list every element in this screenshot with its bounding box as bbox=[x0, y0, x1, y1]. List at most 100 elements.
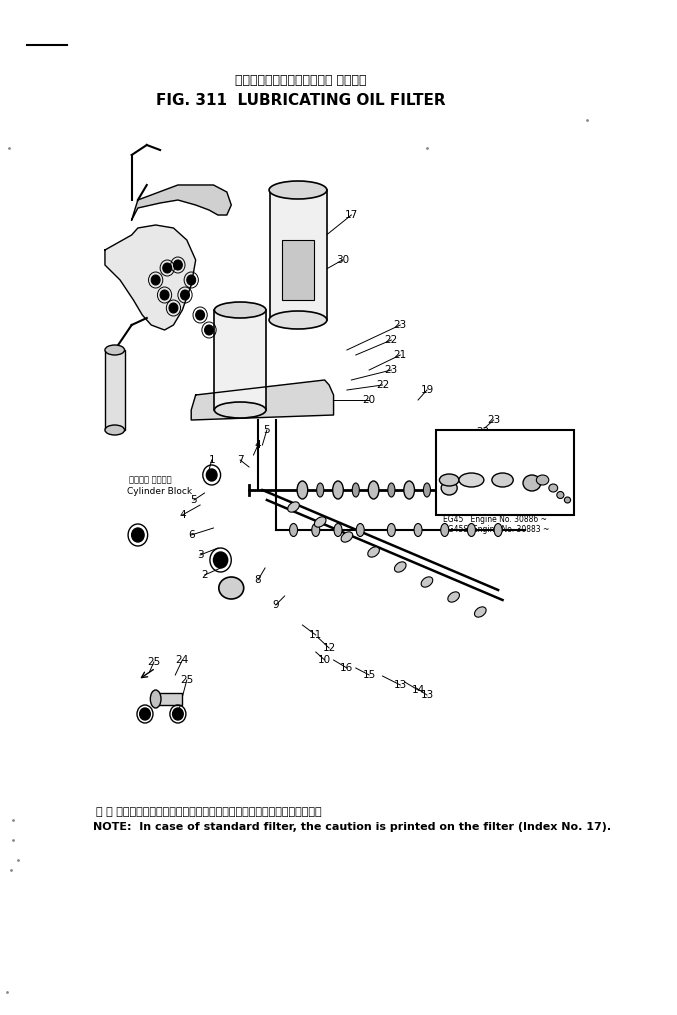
Text: EG45   Engine No. 30886 ~: EG45 Engine No. 30886 ~ bbox=[443, 516, 547, 525]
Text: EG45S  Engine No. 30883 ~: EG45S Engine No. 30883 ~ bbox=[443, 526, 549, 535]
Text: 23: 23 bbox=[385, 365, 398, 375]
Text: 26: 26 bbox=[474, 443, 487, 453]
Text: 25: 25 bbox=[180, 675, 194, 685]
Circle shape bbox=[173, 708, 183, 720]
Ellipse shape bbox=[105, 425, 125, 435]
Circle shape bbox=[206, 469, 217, 481]
Text: 22: 22 bbox=[376, 380, 389, 390]
Ellipse shape bbox=[439, 481, 450, 499]
Text: 23: 23 bbox=[393, 320, 407, 330]
Text: 13: 13 bbox=[420, 690, 433, 700]
Circle shape bbox=[181, 290, 190, 300]
Text: 12: 12 bbox=[322, 642, 336, 653]
Text: 3: 3 bbox=[197, 550, 204, 560]
Bar bbox=[156, 693, 182, 705]
Text: NOTE:  In case of standard filter, the caution is printed on the filter (Index N: NOTE: In case of standard filter, the ca… bbox=[93, 822, 611, 832]
Circle shape bbox=[175, 263, 180, 268]
Ellipse shape bbox=[549, 484, 558, 492]
Text: 25: 25 bbox=[148, 657, 160, 667]
Polygon shape bbox=[105, 225, 196, 330]
Circle shape bbox=[213, 552, 227, 568]
Text: 4: 4 bbox=[179, 510, 185, 520]
Circle shape bbox=[218, 557, 223, 563]
Text: 16: 16 bbox=[341, 663, 353, 673]
Circle shape bbox=[187, 275, 196, 285]
Ellipse shape bbox=[388, 483, 395, 497]
Text: シリンダ ブロック: シリンダ ブロック bbox=[129, 475, 171, 484]
Text: 13: 13 bbox=[393, 680, 407, 690]
Bar bbox=[269, 190, 327, 320]
Circle shape bbox=[151, 275, 160, 285]
Ellipse shape bbox=[269, 181, 327, 199]
Bar bbox=[215, 310, 266, 410]
Ellipse shape bbox=[439, 474, 459, 486]
Ellipse shape bbox=[215, 402, 266, 418]
Ellipse shape bbox=[312, 524, 320, 537]
Text: 20: 20 bbox=[363, 395, 376, 405]
Text: 2: 2 bbox=[201, 570, 208, 580]
Ellipse shape bbox=[494, 524, 502, 537]
Ellipse shape bbox=[494, 483, 502, 497]
Bar bbox=[436, 430, 573, 515]
Ellipse shape bbox=[536, 475, 549, 485]
Ellipse shape bbox=[332, 481, 343, 499]
Text: ルーブリケーティングオイル フィルタ: ルーブリケーティングオイル フィルタ bbox=[235, 73, 366, 86]
Text: 15: 15 bbox=[362, 670, 376, 680]
Ellipse shape bbox=[356, 524, 364, 537]
Circle shape bbox=[173, 260, 182, 270]
Ellipse shape bbox=[475, 481, 485, 499]
Ellipse shape bbox=[544, 483, 550, 497]
Ellipse shape bbox=[492, 473, 513, 487]
Circle shape bbox=[196, 310, 204, 320]
Text: 19: 19 bbox=[420, 385, 433, 395]
Ellipse shape bbox=[441, 481, 457, 495]
Ellipse shape bbox=[403, 481, 414, 499]
Text: 1: 1 bbox=[209, 455, 215, 465]
Ellipse shape bbox=[314, 517, 326, 527]
Ellipse shape bbox=[565, 497, 571, 503]
Ellipse shape bbox=[441, 524, 449, 537]
Text: 23: 23 bbox=[487, 415, 500, 425]
Ellipse shape bbox=[368, 481, 379, 499]
Ellipse shape bbox=[341, 532, 353, 542]
Ellipse shape bbox=[297, 481, 308, 499]
Text: 7: 7 bbox=[237, 455, 244, 465]
Ellipse shape bbox=[395, 562, 406, 572]
Text: 6: 6 bbox=[188, 530, 194, 540]
Ellipse shape bbox=[387, 524, 395, 537]
Ellipse shape bbox=[290, 524, 297, 537]
Text: 10: 10 bbox=[318, 655, 331, 665]
Text: 29: 29 bbox=[538, 450, 551, 460]
Text: 5: 5 bbox=[191, 495, 197, 505]
Ellipse shape bbox=[459, 483, 466, 497]
Ellipse shape bbox=[269, 311, 327, 329]
Ellipse shape bbox=[467, 524, 475, 537]
Ellipse shape bbox=[556, 491, 564, 498]
Text: 11: 11 bbox=[309, 630, 322, 640]
Circle shape bbox=[183, 292, 188, 297]
Polygon shape bbox=[131, 185, 232, 220]
Ellipse shape bbox=[525, 483, 533, 497]
Circle shape bbox=[204, 325, 213, 335]
Text: 24: 24 bbox=[176, 655, 189, 665]
Text: 21: 21 bbox=[393, 350, 407, 360]
Circle shape bbox=[171, 306, 175, 311]
Text: 8: 8 bbox=[255, 576, 261, 585]
Text: 9: 9 bbox=[272, 600, 279, 610]
Ellipse shape bbox=[334, 524, 342, 537]
Ellipse shape bbox=[150, 690, 161, 708]
Text: 28: 28 bbox=[505, 446, 518, 456]
Ellipse shape bbox=[475, 607, 486, 617]
Circle shape bbox=[189, 277, 194, 282]
Ellipse shape bbox=[215, 302, 266, 318]
Text: Cylinder Block: Cylinder Block bbox=[127, 486, 192, 495]
Text: 30: 30 bbox=[336, 255, 349, 265]
Circle shape bbox=[162, 263, 172, 273]
Polygon shape bbox=[191, 380, 334, 420]
Ellipse shape bbox=[219, 577, 244, 599]
Ellipse shape bbox=[423, 483, 431, 497]
Circle shape bbox=[160, 290, 169, 300]
Text: 14: 14 bbox=[412, 685, 424, 695]
Text: 5: 5 bbox=[263, 425, 270, 435]
Bar bbox=[282, 240, 314, 300]
